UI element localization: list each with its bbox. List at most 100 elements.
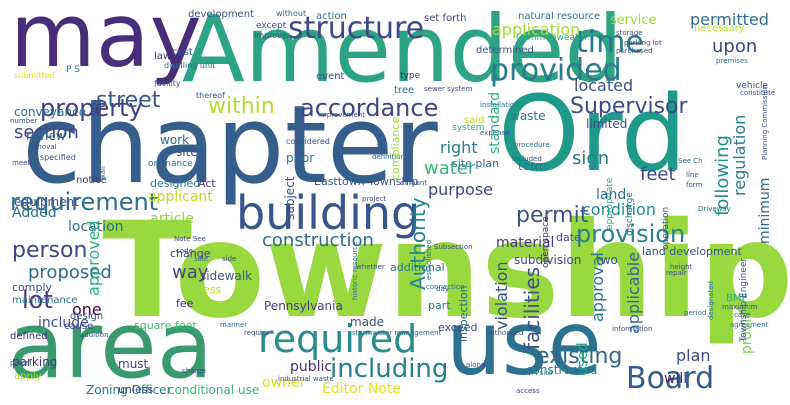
word-historic-resource: historic resource (351, 241, 359, 300)
word-chapter: chapter (22, 83, 438, 208)
word-applicable: applicable (624, 251, 643, 334)
word-whether: whether (356, 263, 385, 271)
word-site: site (176, 145, 198, 159)
word-comply: comply (12, 281, 53, 294)
word-purpose: purpose (428, 180, 493, 199)
word-vehicle: vehicle (736, 81, 769, 91)
word-event: event (316, 71, 345, 82)
word-regulation: regulation (730, 114, 749, 196)
word-set-forth: set forth (424, 13, 467, 24)
word-ordinance: ordinance (148, 159, 193, 169)
word-less: less (200, 283, 222, 296)
word-requirement: requirement (10, 188, 159, 216)
word-will: will (664, 371, 688, 387)
word-side: side (222, 255, 237, 263)
word-manner: manner (220, 321, 248, 329)
word-provided: provided (490, 53, 622, 88)
word-approval: approval (588, 252, 607, 322)
word-one: one (72, 300, 102, 319)
word-established: established (425, 239, 433, 280)
word-part: part (428, 299, 451, 312)
word-considered: considered (286, 137, 330, 146)
word-applicant: applicant (148, 189, 213, 205)
word-constructed: constructed (526, 363, 598, 377)
word-section: section (14, 122, 79, 143)
word-owner: owner (262, 375, 306, 391)
word-without: without (276, 9, 307, 18)
word-parking-lot: parking lot (624, 39, 662, 47)
word-maximum: maximum (722, 303, 758, 311)
word-apply: apply (14, 371, 42, 382)
word-structure: structure (288, 11, 425, 46)
word-application: application (492, 20, 581, 39)
word-see-ch: See Ch (678, 157, 703, 165)
word-unless: unless (118, 383, 154, 396)
word-height: height (670, 263, 693, 271)
word-removal: removal (28, 143, 57, 151)
word-swm-site: SWM site (520, 369, 553, 377)
word-limited: limited (586, 117, 628, 131)
word-water: water (424, 158, 476, 179)
word-existing: existing (536, 344, 623, 369)
word-made: made (350, 315, 385, 329)
word-wall: wall (99, 166, 107, 180)
word-facilities: facilities (520, 266, 544, 350)
word-lot: lot (22, 286, 53, 314)
word-dwelling-unit: dwelling unit (164, 61, 216, 70)
word-sidewalk: sidewalk (200, 269, 253, 283)
word-property: property (40, 94, 143, 122)
word-designated: designated (707, 280, 715, 320)
word-procedure: procedure (514, 141, 550, 149)
word-designed: designed (150, 177, 201, 190)
word-location: location (68, 219, 124, 235)
word-note-see: Note See (174, 235, 206, 243)
word-driveway: Driveway (698, 205, 731, 213)
word-added: Added (12, 205, 57, 221)
word-defined: defined (10, 331, 48, 342)
word-amended: Amended (182, 0, 623, 103)
word-approved: approved (84, 220, 103, 296)
word-including: including (330, 354, 449, 384)
word-line: line (686, 171, 699, 179)
word-way: way (172, 262, 209, 283)
word-time: time (576, 25, 644, 60)
word-period: period (684, 309, 707, 317)
word-discharge: discharge (625, 192, 635, 236)
word-improvement: improvement (318, 111, 365, 119)
word-compliance: compliance (389, 116, 402, 180)
word-necessary: necessary (694, 23, 745, 34)
word-inspection: inspection (457, 285, 470, 342)
word-addition: addition (80, 331, 109, 339)
word-upon: upon (712, 36, 758, 57)
word-subject: subject (283, 176, 297, 221)
word-public: public (290, 359, 333, 375)
word-easttown-township: Easttown Township (314, 175, 419, 188)
word-fee: fee (176, 297, 194, 310)
word-board: Board (626, 361, 715, 396)
word-standard: standard (487, 91, 503, 154)
word-square-feet: square feet (134, 319, 197, 332)
word-included: included (512, 155, 542, 163)
word-violation: violation (492, 261, 511, 330)
word-system: system (452, 123, 485, 133)
word-supervisor: Supervisor (570, 94, 688, 119)
word-conveyance: conveyance (14, 105, 87, 119)
word-except: except (256, 21, 287, 31)
word-work: work (160, 133, 190, 147)
word-determined: determined (476, 45, 534, 56)
word-service: service (610, 13, 657, 28)
word-industrial-waste: industrial waste (278, 375, 334, 383)
word-may: may (10, 0, 202, 87)
word-street: street (96, 88, 161, 113)
word-area: area (8, 292, 214, 399)
word-term: term (518, 159, 547, 173)
word-proposed: proposed (28, 262, 112, 283)
word-law: law (154, 51, 172, 62)
word-appropriate: appropriate (605, 177, 615, 230)
word-pennsylvania: Pennsylvania (264, 299, 343, 313)
word-submitted: submitted (14, 71, 55, 80)
word-bmp: BMP (726, 293, 748, 304)
word-development: development (188, 9, 254, 20)
word-right: right (440, 138, 478, 157)
word-parking: parking (12, 355, 58, 369)
